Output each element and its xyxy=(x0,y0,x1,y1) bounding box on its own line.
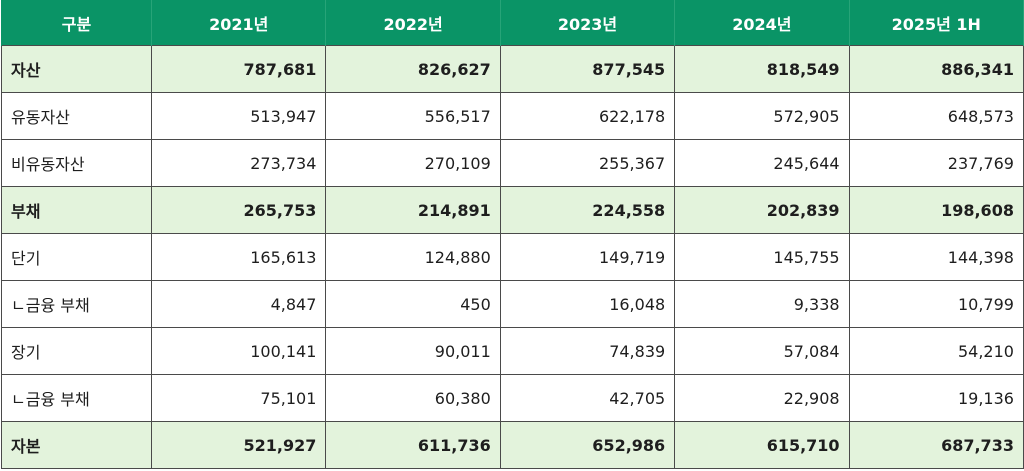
cell-2021: 787,681 xyxy=(150,45,327,93)
cell-2024: 202,839 xyxy=(674,186,850,234)
cell-2023: 652,986 xyxy=(499,421,676,469)
cell-2022: 124,880 xyxy=(325,233,501,281)
cell-2021: 75,101 xyxy=(150,374,327,422)
table-row: 자산 787,681 826,627 877,545 818,549 886,3… xyxy=(1,45,1024,93)
cell-2022: 556,517 xyxy=(325,92,501,140)
table-row: 자본 521,927 611,736 652,986 615,710 687,7… xyxy=(1,421,1024,469)
cell-2021: 100,141 xyxy=(150,327,327,375)
cell-2022: 270,109 xyxy=(325,139,501,187)
row-label: 자본 xyxy=(1,421,152,469)
cell-2023: 877,545 xyxy=(499,45,676,93)
cell-2022: 826,627 xyxy=(325,45,501,93)
cell-2024: 145,755 xyxy=(674,233,850,281)
table-row: 유동자산 513,947 556,517 622,178 572,905 648… xyxy=(1,92,1024,140)
cell-2022: 60,380 xyxy=(325,374,501,422)
cell-2024: 818,549 xyxy=(674,45,850,93)
cell-2023: 74,839 xyxy=(499,327,676,375)
cell-2021: 165,613 xyxy=(150,233,327,281)
cell-2022: 611,736 xyxy=(325,421,501,469)
cell-2024: 57,084 xyxy=(674,327,850,375)
cell-2021: 521,927 xyxy=(150,421,327,469)
table-row: 단기 165,613 124,880 149,719 145,755 144,3… xyxy=(1,233,1024,281)
row-label: 유동자산 xyxy=(1,92,152,140)
row-label: 비유동자산 xyxy=(1,139,152,187)
table-row: ㄴ금융 부채 75,101 60,380 42,705 22,908 19,13… xyxy=(1,374,1024,422)
cell-2024: 22,908 xyxy=(674,374,850,422)
header-2025-1h: 2025년 1H xyxy=(849,0,1024,46)
cell-2025-1h: 198,608 xyxy=(848,186,1024,234)
cell-2022: 214,891 xyxy=(325,186,501,234)
cell-2022: 90,011 xyxy=(325,327,501,375)
header-2021: 2021년 xyxy=(151,0,327,46)
cell-2023: 224,558 xyxy=(499,186,676,234)
row-label: 부채 xyxy=(1,186,152,234)
cell-2022: 450 xyxy=(325,280,501,328)
cell-2021: 265,753 xyxy=(150,186,327,234)
cell-2025-1h: 687,733 xyxy=(848,421,1024,469)
cell-2023: 622,178 xyxy=(499,92,676,140)
table-row: 장기 100,141 90,011 74,839 57,084 54,210 xyxy=(1,327,1024,375)
cell-2025-1h: 886,341 xyxy=(848,45,1024,93)
cell-2023: 42,705 xyxy=(499,374,676,422)
table-row: 비유동자산 273,734 270,109 255,367 245,644 23… xyxy=(1,139,1024,187)
cell-2025-1h: 237,769 xyxy=(848,139,1024,187)
row-label: 자산 xyxy=(1,45,152,93)
cell-2023: 255,367 xyxy=(499,139,676,187)
table-row: ㄴ금융 부채 4,847 450 16,048 9,338 10,799 xyxy=(1,280,1024,328)
cell-2024: 9,338 xyxy=(674,280,850,328)
cell-2021: 273,734 xyxy=(150,139,327,187)
table-header: 구분 2021년 2022년 2023년 2024년 2025년 1H xyxy=(1,0,1024,46)
cell-2021: 513,947 xyxy=(150,92,327,140)
row-label: ㄴ금융 부채 xyxy=(1,374,152,422)
table-body: 자산 787,681 826,627 877,545 818,549 886,3… xyxy=(1,45,1024,469)
cell-2023: 16,048 xyxy=(499,280,676,328)
header-2023: 2023년 xyxy=(500,0,676,46)
cell-2025-1h: 54,210 xyxy=(848,327,1024,375)
cell-2024: 245,644 xyxy=(674,139,850,187)
table-row: 부채 265,753 214,891 224,558 202,839 198,6… xyxy=(1,186,1024,234)
cell-2024: 572,905 xyxy=(674,92,850,140)
cell-2024: 615,710 xyxy=(674,421,850,469)
cell-2025-1h: 144,398 xyxy=(848,233,1024,281)
cell-2023: 149,719 xyxy=(499,233,676,281)
cell-2021: 4,847 xyxy=(150,280,327,328)
header-category: 구분 xyxy=(1,0,152,46)
cell-2025-1h: 19,136 xyxy=(848,374,1024,422)
header-2022: 2022년 xyxy=(325,0,501,46)
row-label: ㄴ금융 부채 xyxy=(1,280,152,328)
header-row: 구분 2021년 2022년 2023년 2024년 2025년 1H xyxy=(1,0,1024,46)
header-2024: 2024년 xyxy=(674,0,850,46)
cell-2025-1h: 10,799 xyxy=(848,280,1024,328)
cell-2025-1h: 648,573 xyxy=(848,92,1024,140)
row-label: 장기 xyxy=(1,327,152,375)
row-label: 단기 xyxy=(1,233,152,281)
